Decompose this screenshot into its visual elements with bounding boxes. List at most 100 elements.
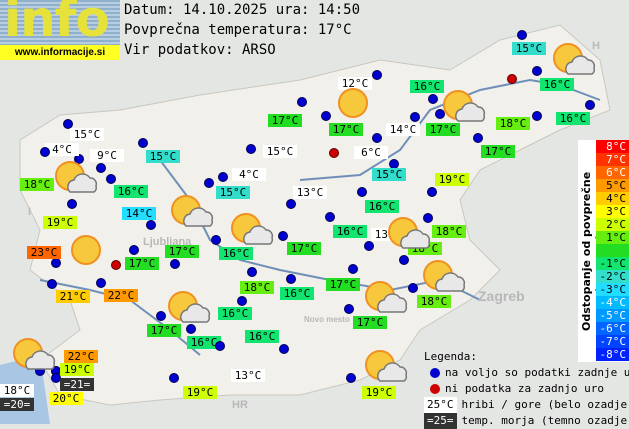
station-dot[interactable]	[278, 231, 288, 241]
station-dot[interactable]	[364, 241, 374, 251]
scale-row: -5°C	[596, 309, 629, 322]
station-temperature: 23°C	[27, 246, 61, 259]
station-temperature: 18°C	[496, 117, 530, 130]
station-dot[interactable]	[170, 259, 180, 269]
station-temperature: 16°C	[114, 185, 148, 198]
data-source-line: Vir podatkov: ARSO	[124, 41, 276, 59]
station-temperature: 17°C	[125, 257, 159, 270]
station-dot[interactable]	[67, 199, 77, 209]
station-temperature: 18°C	[240, 281, 274, 294]
station-dot[interactable]	[321, 111, 331, 121]
station-temperature: 18°C	[20, 178, 54, 191]
station-dot[interactable]	[47, 279, 57, 289]
station-dot[interactable]	[247, 267, 257, 277]
station-dot[interactable]	[96, 278, 106, 288]
station-dot[interactable]	[348, 264, 358, 274]
scale-title: Odstopanje od povprečne temperature:	[580, 140, 594, 362]
station-dot[interactable]	[279, 344, 289, 354]
legend: Legenda: na voljo so podatki zadnje ure …	[424, 349, 629, 429]
station-dot[interactable]	[344, 304, 354, 314]
station-dot[interactable]	[410, 112, 420, 122]
scale-row: 7°C	[596, 153, 629, 166]
station-dot[interactable]	[408, 283, 418, 293]
partly-cloudy-icon	[440, 87, 486, 127]
station-dot[interactable]	[357, 187, 367, 197]
blue-dot-icon	[430, 368, 440, 378]
legend-mountain-sample: 25°C	[424, 397, 457, 413]
station-dot[interactable]	[399, 255, 409, 265]
station-dot[interactable]	[218, 172, 228, 182]
station-dot[interactable]	[427, 187, 437, 197]
station-temperature: 17°C	[481, 145, 515, 158]
station-dot[interactable]	[372, 70, 382, 80]
station-temperature: 19°C	[43, 216, 77, 229]
station-dot[interactable]	[532, 66, 542, 76]
scale-row: -3°C	[596, 283, 629, 296]
station-dot[interactable]	[146, 220, 156, 230]
station-dot[interactable]	[372, 133, 382, 143]
station-dot[interactable]	[138, 138, 148, 148]
legend-sea: temp. morja (temno ozadje)	[462, 413, 629, 429]
station-dot[interactable]	[129, 245, 139, 255]
station-dot[interactable]	[40, 147, 50, 157]
station-temperature: 17°C	[287, 242, 321, 255]
station-temperature: 13°C	[293, 186, 327, 199]
partly-cloudy-icon	[385, 214, 431, 254]
station-dot[interactable]	[51, 258, 61, 268]
station-temperature: 19°C	[60, 363, 94, 376]
scale-row: -4°C	[596, 296, 629, 309]
station-temperature: 13°C	[231, 369, 265, 382]
station-dot[interactable]	[106, 174, 116, 184]
scale-row: 3°C	[596, 205, 629, 218]
informacije-logo[interactable]: info www.informacije.si	[0, 0, 120, 60]
station-dot[interactable]	[169, 373, 179, 383]
station-dot[interactable]	[211, 235, 221, 245]
station-temperature: 16°C	[218, 307, 252, 320]
station-dot-missing[interactable]	[329, 148, 339, 158]
station-dot[interactable]	[473, 133, 483, 143]
station-dot[interactable]	[517, 30, 527, 40]
station-dot[interactable]	[246, 144, 256, 154]
station-dot-missing[interactable]	[507, 74, 517, 84]
station-dot[interactable]	[428, 94, 438, 104]
sunny-icon	[335, 85, 381, 125]
scale-row: 4°C	[596, 192, 629, 205]
partly-cloudy-icon	[168, 192, 214, 232]
station-dot[interactable]	[346, 373, 356, 383]
station-temperature: 18°C	[0, 384, 34, 397]
station-temperature: 16°C	[365, 200, 399, 213]
station-dot[interactable]	[297, 97, 307, 107]
station-dot[interactable]	[286, 274, 296, 284]
station-dot[interactable]	[237, 296, 247, 306]
station-dot[interactable]	[286, 199, 296, 209]
place-novo-mesto: Novo mesto	[304, 315, 350, 325]
station-dot[interactable]	[204, 178, 214, 188]
station-temperature: 19°C	[435, 173, 469, 186]
station-temperature: =21=	[60, 378, 94, 391]
station-temperature: 14°C	[386, 123, 420, 136]
station-temperature: 15°C	[372, 168, 406, 181]
partly-cloudy-icon	[362, 278, 408, 318]
scale-row: -1°C	[596, 257, 629, 270]
station-dot[interactable]	[215, 341, 225, 351]
sunny-icon	[68, 232, 114, 272]
scale-row	[596, 244, 629, 257]
legend-mountain: hribi / gore (belo ozadje)	[462, 397, 629, 413]
scale-row: 6°C	[596, 166, 629, 179]
partly-cloudy-icon	[10, 335, 56, 375]
station-dot[interactable]	[532, 111, 542, 121]
deviation-scale: Odstopanje od povprečne temperature: 8°C…	[578, 140, 629, 362]
partly-cloudy-icon	[420, 257, 466, 297]
partly-cloudy-icon	[550, 40, 596, 80]
station-temperature: 22°C	[104, 289, 138, 302]
station-temperature: 15°C	[216, 186, 250, 199]
station-temperature: 14°C	[122, 207, 156, 220]
logo-url[interactable]: www.informacije.si	[0, 45, 120, 60]
station-temperature: 19°C	[183, 386, 217, 399]
station-temperature: 16°C	[410, 80, 444, 93]
station-dot[interactable]	[325, 212, 335, 222]
legend-missing: ni podatka za zadnjo uro	[445, 381, 604, 397]
station-temperature: 20°C	[49, 392, 83, 405]
station-temperature: 15°C	[146, 150, 180, 163]
station-dot[interactable]	[585, 100, 595, 110]
